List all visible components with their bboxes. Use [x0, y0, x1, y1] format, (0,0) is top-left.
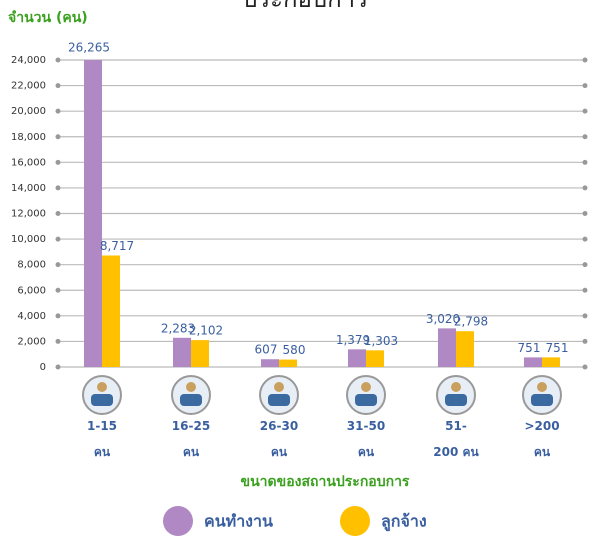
y-tick-label: 4,000 [17, 311, 46, 322]
value-label: 751 [546, 341, 569, 355]
bar [542, 357, 560, 367]
icon [274, 382, 284, 392]
bar [84, 60, 102, 367]
tick-dot [582, 364, 588, 370]
tick-dot [582, 287, 588, 293]
legend-swatch [163, 506, 193, 536]
tick-dot [582, 83, 588, 89]
icon [451, 382, 461, 392]
tick-dot [55, 262, 61, 268]
tick-dot [582, 57, 588, 63]
bar [173, 337, 191, 367]
y-tick-label: 6,000 [17, 285, 46, 296]
tick-dot [55, 338, 61, 344]
icon [355, 394, 377, 406]
y-tick-label: 16,000 [11, 157, 46, 168]
icon [91, 394, 113, 406]
tick-dot [582, 262, 588, 268]
bar [102, 255, 120, 367]
value-label: 3,020 [426, 312, 460, 326]
bar [456, 331, 474, 367]
bar [438, 328, 456, 367]
legend-swatch [340, 506, 370, 536]
tick-dot [582, 185, 588, 191]
value-label: 751 [518, 341, 541, 355]
y-tick-label: 8,000 [17, 260, 46, 271]
y-tick-label: 0 [40, 362, 46, 373]
x-tick-label: 16-25 คน [171, 419, 211, 459]
tick-dot [582, 211, 588, 216]
bar [279, 359, 297, 367]
tick-dot [55, 287, 61, 293]
bar [366, 350, 384, 367]
x-tick-label: >200 คน [524, 419, 560, 459]
icon [361, 382, 371, 392]
icon [180, 394, 202, 406]
icon [186, 382, 196, 392]
bars [84, 60, 560, 367]
tick-dot [582, 236, 588, 242]
value-label: 1,379 [336, 333, 370, 347]
value-label: 8,717 [100, 239, 134, 253]
tick-dot [55, 313, 61, 319]
x-axis-label: ขนาดของสถานประกอบการ [241, 474, 410, 490]
icon [445, 394, 467, 406]
legend-label: ลูกจ้าง [381, 512, 427, 533]
tick-dot [55, 159, 61, 165]
tick-dot [582, 134, 588, 140]
x-tick-label: 51-200 คน [433, 419, 479, 459]
y-tick-label: 10,000 [11, 234, 46, 245]
value-label: 2,798 [454, 315, 488, 329]
bar [191, 340, 209, 367]
tick-dot [55, 108, 61, 114]
y-tick-label: 20,000 [11, 106, 46, 117]
tick-dot [55, 211, 61, 216]
value-label: 2,283 [161, 321, 195, 335]
icon [97, 382, 107, 392]
tick-dot [582, 338, 588, 344]
y-axis-label: จำนวน (คน) [8, 10, 88, 26]
legend-label: คนทำงาน [204, 512, 273, 531]
y-tick-label: 24,000 [11, 55, 46, 66]
value-label: 2,102 [189, 324, 223, 338]
bar [348, 349, 366, 367]
tick-dot [582, 313, 588, 319]
y-tick-label: 18,000 [11, 132, 46, 143]
icon [537, 382, 547, 392]
tick-dot [582, 159, 588, 165]
y-tick-label: 2,000 [17, 336, 46, 347]
tick-dot [55, 364, 61, 370]
value-label: 1,303 [364, 334, 398, 348]
bar [261, 359, 279, 367]
tick-dot [55, 83, 61, 89]
y-tick-label: 14,000 [11, 183, 46, 194]
tick-dot [55, 236, 61, 242]
tick-dot [55, 57, 61, 63]
y-tick-label: 22,000 [11, 81, 46, 92]
tick-dot [55, 185, 61, 191]
bar [524, 357, 542, 367]
x-tick-label: 31-50 คน [346, 419, 386, 459]
value-label: 607 [255, 343, 278, 357]
tick-dot [582, 108, 588, 114]
x-tick-label: 26-30 คน [259, 419, 299, 459]
icon [268, 394, 290, 406]
tick-dot [55, 134, 61, 140]
value-label: 26,265 [68, 41, 110, 55]
value-label: 580 [283, 343, 306, 357]
y-tick-label: 12,000 [11, 209, 46, 220]
icon [531, 394, 553, 406]
chart-title: ประกอบการ [242, 0, 368, 13]
x-tick-label: 1-15 คน [86, 419, 118, 459]
